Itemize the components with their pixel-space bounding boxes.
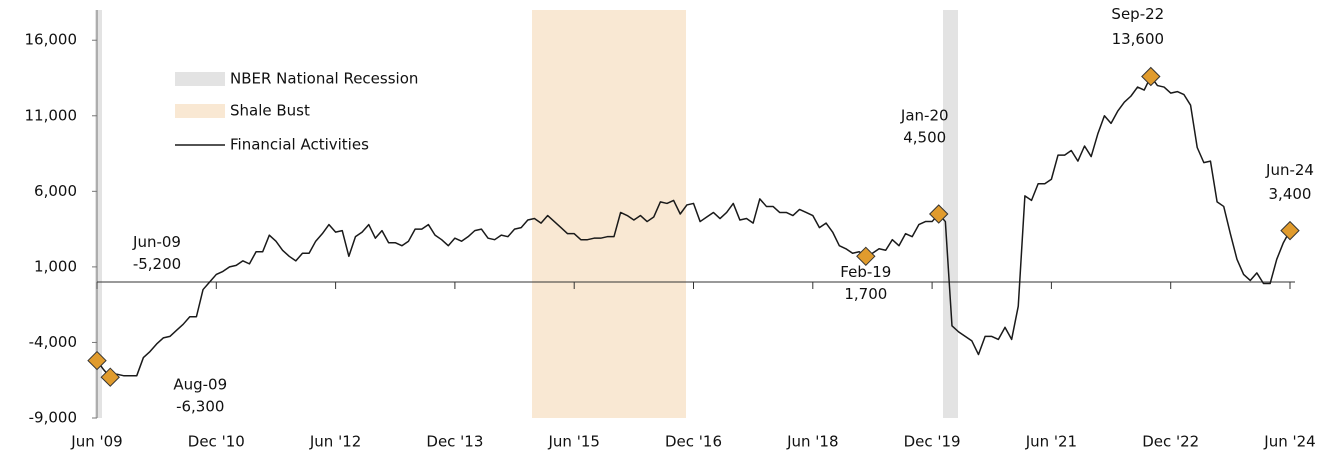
y-tick-label: 6,000 [34,182,77,200]
marker [87,350,107,371]
y-tick-label: -9,000 [29,409,77,427]
legend-label: Financial Activities [230,136,369,154]
line-series [96,75,1291,378]
annotation-label: Jan-20 [900,107,949,125]
x-tick-label: Jun '12 [309,433,361,451]
legend-swatch [175,104,225,118]
annotation-label: Aug-09 [173,376,227,394]
legend-swatch [175,72,225,86]
y-tick-label: 1,000 [34,257,77,275]
x-tick-label: Jun '15 [547,433,599,451]
annotation-value: -5,200 [133,255,181,273]
annotation-label: Jun-09 [132,233,181,251]
marker [1141,66,1161,87]
x-tick-label: Jun '24 [1263,433,1315,451]
annotation-value: 3,400 [1269,185,1312,203]
legend-label: NBER National Recession [230,70,418,88]
annotation-value: 13,600 [1112,30,1165,48]
x-tick-label: Dec '19 [904,433,961,451]
recession-band [95,10,102,418]
marker [856,246,876,267]
x-tick-label: Dec '13 [426,433,483,451]
x-tick-label: Dec '10 [188,433,245,451]
marker [929,204,949,224]
y-tick-label: 16,000 [25,31,78,49]
annotation-value: -6,300 [176,398,224,416]
x-tick-label: Dec '22 [1142,433,1199,451]
y-tick-label: 11,000 [25,106,78,124]
legend-label: Shale Bust [230,102,310,120]
x-tick-label: Jun '18 [786,433,838,451]
recession-band [943,10,958,418]
annotation-label: Feb-19 [840,263,891,281]
marker [1280,220,1300,241]
x-tick-label: Jun '21 [1025,433,1077,451]
annotation-value: 4,500 [903,129,946,147]
marker [100,367,120,387]
annotation-label: Jun-24 [1265,161,1314,179]
shale-bust-band [532,10,686,418]
annotation-label: Sep-22 [1111,5,1164,23]
x-tick-label: Dec '16 [665,433,722,451]
y-tick-label: -4,000 [29,333,77,351]
annotation-value: 1,700 [844,285,887,303]
x-tick-label: Jun '09 [70,433,122,451]
